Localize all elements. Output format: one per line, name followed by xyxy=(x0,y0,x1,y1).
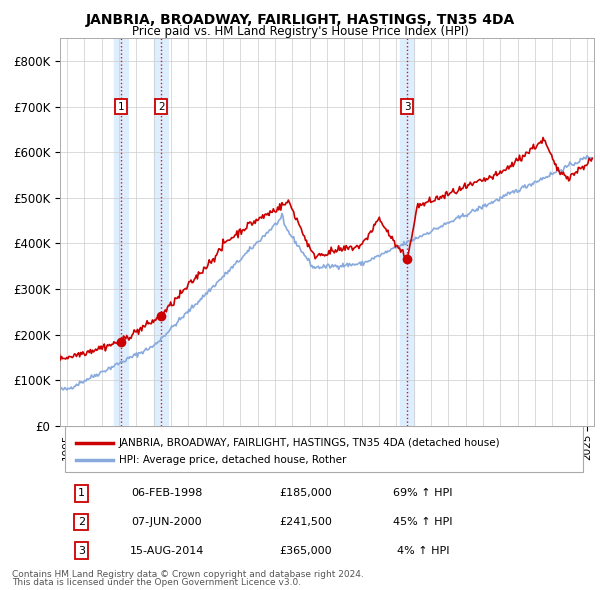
Text: JANBRIA, BROADWAY, FAIRLIGHT, HASTINGS, TN35 4DA: JANBRIA, BROADWAY, FAIRLIGHT, HASTINGS, … xyxy=(85,13,515,27)
Text: 1: 1 xyxy=(78,489,85,499)
Text: 15-AUG-2014: 15-AUG-2014 xyxy=(130,546,204,556)
Text: This data is licensed under the Open Government Licence v3.0.: This data is licensed under the Open Gov… xyxy=(12,578,301,587)
Text: £365,000: £365,000 xyxy=(280,546,332,556)
Text: Contains HM Land Registry data © Crown copyright and database right 2024.: Contains HM Land Registry data © Crown c… xyxy=(12,570,364,579)
Text: £241,500: £241,500 xyxy=(279,517,332,527)
Text: 45% ↑ HPI: 45% ↑ HPI xyxy=(394,517,453,527)
Text: 06-FEB-1998: 06-FEB-1998 xyxy=(131,489,202,499)
Text: 69% ↑ HPI: 69% ↑ HPI xyxy=(394,489,453,499)
Text: £185,000: £185,000 xyxy=(279,489,332,499)
Text: 07-JUN-2000: 07-JUN-2000 xyxy=(131,517,202,527)
Text: 2: 2 xyxy=(158,101,164,112)
FancyBboxPatch shape xyxy=(65,426,583,472)
Text: JANBRIA, BROADWAY, FAIRLIGHT, HASTINGS, TN35 4DA (detached house): JANBRIA, BROADWAY, FAIRLIGHT, HASTINGS, … xyxy=(119,438,500,448)
Text: 1: 1 xyxy=(118,101,124,112)
Bar xyxy=(154,38,168,426)
Text: 3: 3 xyxy=(78,546,85,556)
Text: 4% ↑ HPI: 4% ↑ HPI xyxy=(397,546,449,556)
Text: HPI: Average price, detached house, Rother: HPI: Average price, detached house, Roth… xyxy=(119,455,346,466)
Text: 3: 3 xyxy=(404,101,410,112)
Bar xyxy=(400,38,414,426)
Text: Price paid vs. HM Land Registry's House Price Index (HPI): Price paid vs. HM Land Registry's House … xyxy=(131,25,469,38)
Bar xyxy=(114,38,128,426)
Text: 2: 2 xyxy=(78,517,85,527)
